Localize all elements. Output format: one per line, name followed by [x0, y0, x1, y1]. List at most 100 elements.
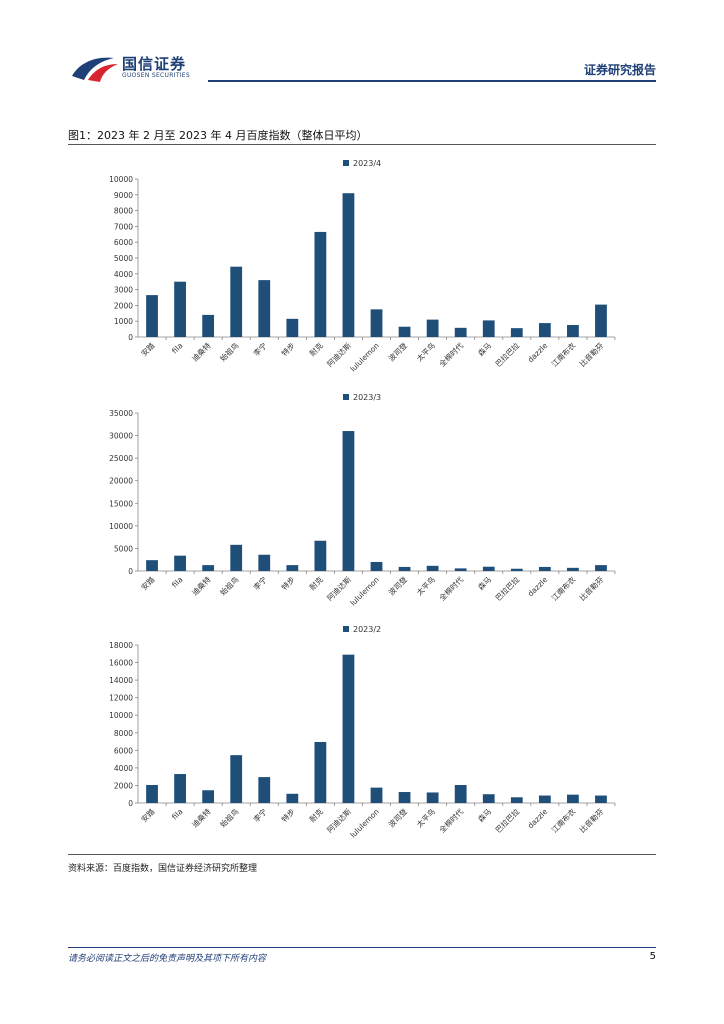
bar	[146, 785, 158, 803]
figure-top-divider	[68, 144, 656, 145]
bar	[426, 319, 439, 337]
y-tick-label: 2000	[114, 301, 133, 310]
bar	[202, 314, 215, 337]
bar	[538, 795, 551, 803]
bar	[482, 794, 495, 803]
x-tick-label: 江南布衣	[549, 574, 578, 603]
legend-label: 2023/3	[353, 393, 381, 402]
legend: 2023/3	[343, 393, 381, 402]
bar	[342, 654, 355, 803]
y-tick-label: 0	[128, 799, 133, 808]
y-tick-label: 15000	[109, 499, 133, 508]
x-tick-label: 比音勒芬	[577, 574, 606, 603]
bar	[258, 777, 271, 803]
bar	[342, 431, 355, 571]
x-tick-label: dazzle	[526, 807, 550, 831]
x-tick-label: 波司登	[386, 340, 409, 363]
x-tick-label: 巴拉巴拉	[493, 340, 522, 369]
header-divider	[208, 80, 656, 82]
legend-label: 2023/2	[353, 625, 381, 634]
brand-name-cn: 国信证券	[122, 55, 187, 73]
x-tick-label: 阿迪达斯	[325, 340, 354, 369]
y-tick-label: 18000	[109, 641, 133, 650]
bar	[286, 318, 299, 337]
bar	[567, 794, 579, 803]
bar	[482, 566, 495, 571]
x-tick-label: 太平鸟	[414, 806, 437, 829]
bar	[510, 568, 523, 571]
x-tick-label: 迪桑特	[190, 574, 213, 597]
x-tick-label: lululemon	[348, 807, 381, 840]
bar	[595, 304, 607, 337]
y-tick-label: 16000	[109, 659, 133, 668]
y-tick-label: 10000	[109, 522, 133, 531]
x-tick-label: 安踏	[139, 806, 157, 824]
bar	[286, 565, 299, 571]
x-tick-label: 全棉时代	[437, 340, 466, 369]
chart-2023-02: 2023/2 0 2000 4000 6000 8000 10000 12000 14000 16…	[68, 618, 656, 850]
y-tick-label: 10000	[109, 711, 133, 720]
bar	[202, 790, 215, 803]
y-tick-label: 2000	[114, 781, 133, 790]
legend-swatch	[343, 160, 349, 166]
y-tick-label: 3000	[114, 286, 133, 295]
y-tick-label: 12000	[109, 694, 133, 703]
bar	[258, 554, 271, 571]
y-tick-label: 0	[128, 333, 133, 342]
x-tick-label: 特步	[279, 574, 297, 592]
x-tick-label: 迪桑特	[190, 806, 213, 829]
x-tick-label: 波司登	[386, 806, 409, 829]
bar	[174, 555, 186, 571]
bar	[370, 787, 383, 803]
figure-title: 图1：2023 年 2 月至 2023 年 4 月百度指数（整体日平均）	[68, 129, 368, 142]
y-tick-label: 30000	[109, 432, 133, 441]
y-tick-label: 6000	[114, 746, 133, 755]
bar	[595, 565, 607, 571]
bar	[398, 792, 411, 803]
bar	[314, 540, 327, 571]
bar	[202, 565, 215, 571]
y-tick-label: 35000	[109, 409, 133, 418]
chart-2023-04: 2023/4 0 1000 2000 3000 4000 5000 6000 7000 8000 9…	[68, 152, 656, 384]
x-tick-label: 全棉时代	[437, 574, 466, 603]
y-tick-label: 9000	[114, 191, 133, 200]
page-header: 国信证券 GUOSEN SECURITIES 证券研究报告	[0, 0, 724, 86]
x-tick-label: 李宁	[251, 806, 269, 824]
bar	[426, 565, 439, 571]
x-tick-label: 始祖鸟	[218, 806, 241, 829]
y-tick-label: 8000	[114, 207, 133, 216]
legend-label: 2023/4	[353, 159, 381, 168]
y-tick-label: 1000	[114, 317, 133, 326]
chart-2023-03: 2023/3 0 5000 10000 15000 20000 25000 30000 3500…	[68, 386, 656, 618]
x-tick-label: fila	[170, 341, 184, 355]
y-tick-label: 5000	[114, 254, 133, 263]
bar	[174, 774, 186, 803]
x-tick-label: fila	[170, 807, 184, 821]
x-tick-label: 李宁	[251, 340, 269, 358]
page-number: 5	[649, 951, 656, 962]
y-tick-label: 25000	[109, 454, 133, 463]
x-tick-label: 安踏	[139, 340, 157, 358]
bar	[146, 295, 158, 337]
legend: 2023/2	[343, 625, 381, 634]
bar	[482, 320, 495, 337]
x-tick-label: 耐克	[307, 806, 325, 824]
bar	[146, 560, 158, 571]
report-type-label: 证券研究报告	[583, 63, 656, 77]
legend: 2023/4	[343, 159, 381, 168]
x-tick-label: dazzle	[526, 341, 550, 365]
brand-logo: 国信证券 GUOSEN SECURITIES	[70, 52, 200, 84]
bar	[370, 309, 383, 337]
brand-name-en: GUOSEN SECURITIES	[122, 72, 191, 79]
y-tick-label: 4000	[114, 270, 133, 279]
x-tick-label: 比音勒芬	[577, 340, 606, 369]
chart-2023-02-svg: 2023/2 0 2000 4000 6000 8000 10000 12000 14000 16…	[109, 625, 616, 840]
x-tick-label: fila	[170, 575, 184, 589]
x-tick-label: 比音勒芬	[577, 806, 606, 835]
bar	[538, 323, 551, 337]
y-tick-label: 14000	[109, 676, 133, 685]
x-tick-label: dazzle	[526, 575, 550, 599]
y-tick-label: 10000	[109, 175, 133, 184]
y-tick-label: 20000	[109, 477, 133, 486]
data-source-note: 资料来源：百度指数，国信证券经济研究所整理	[68, 864, 258, 874]
